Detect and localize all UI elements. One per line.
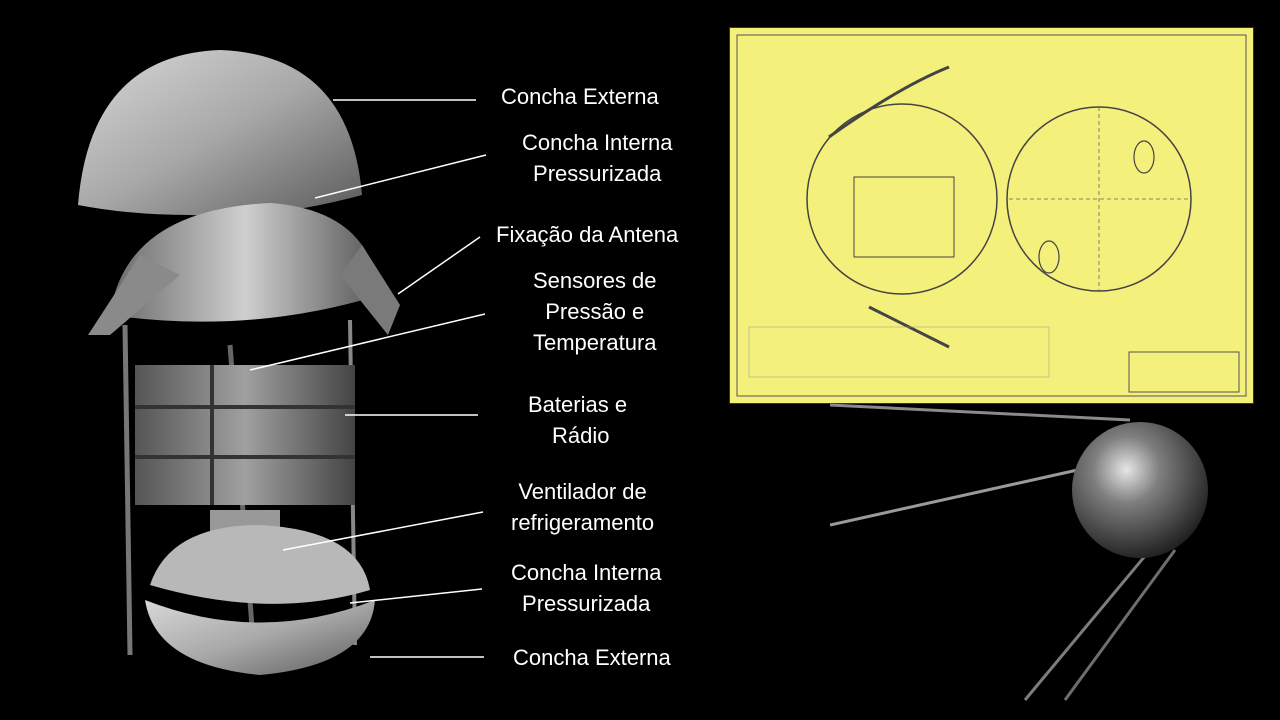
label-antenna-mount: Fixação da Antena — [496, 222, 679, 247]
label-inner-shell-top: Concha Interna Pressurizada — [522, 130, 673, 186]
blueprint-drawing — [729, 27, 1254, 404]
satellite-exploded-photo — [78, 50, 400, 675]
label-inner-shell-bottom: Concha Interna Pressurizada — [511, 560, 662, 616]
label-outer-shell-top: Concha Externa — [501, 84, 659, 109]
satellite-photo — [830, 403, 1208, 701]
label-sensors: Sensores de Pressão e Temperatura — [533, 268, 657, 355]
inner-shell-bottom — [150, 525, 370, 604]
label-outer-shell-bottom: Concha Externa — [513, 645, 671, 670]
inner-shell-top — [110, 203, 380, 322]
label-cooling-fan: Ventilador de refrigeramento — [511, 479, 655, 535]
label-batteries-radio: Baterias e Rádio — [528, 392, 628, 448]
outer-shell-top — [78, 50, 362, 216]
outer-shell-bottom — [145, 600, 375, 675]
battery-radio-box — [135, 365, 355, 505]
satellite-sphere — [1072, 422, 1208, 558]
